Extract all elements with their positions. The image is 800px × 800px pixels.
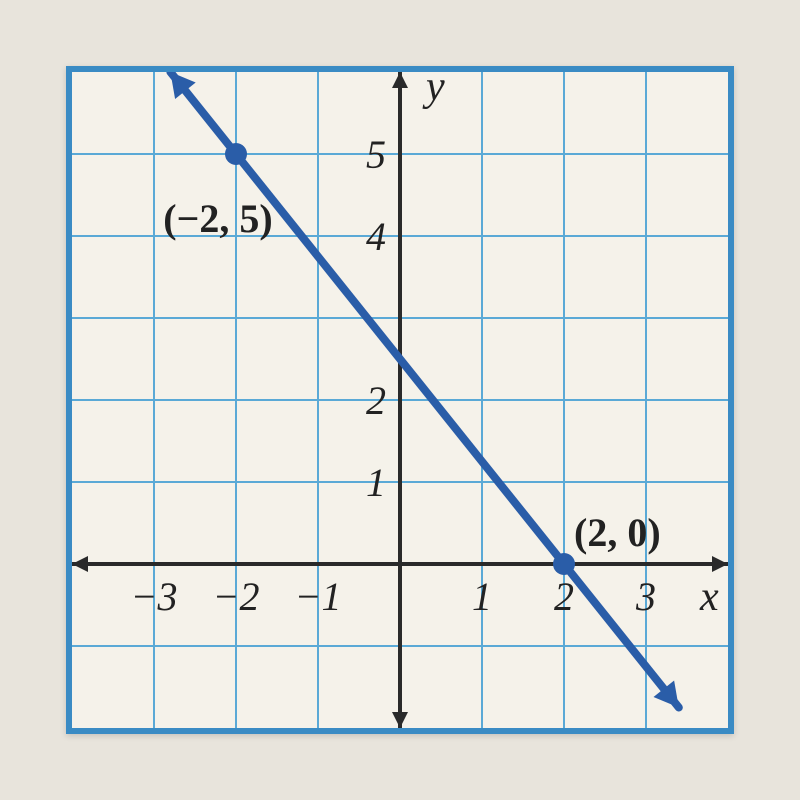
x-tick-label: −1 bbox=[295, 574, 342, 619]
point-label: (2, 0) bbox=[574, 510, 661, 555]
data-point bbox=[553, 553, 575, 575]
y-axis-label: y bbox=[422, 72, 445, 110]
x-tick-label: −2 bbox=[213, 574, 260, 619]
x-axis-label: x bbox=[699, 574, 719, 620]
x-tick-label: −3 bbox=[131, 574, 178, 619]
y-tick-label: 2 bbox=[366, 378, 386, 423]
axis-arrow bbox=[712, 556, 728, 572]
graph-svg: −3 −2 −1 1 2 3 1 2 4 5y x (−2, 5) (2, 0) bbox=[72, 72, 728, 728]
axis-arrow bbox=[392, 712, 408, 728]
y-tick-label: 1 bbox=[366, 460, 386, 505]
coordinate-graph: −3 −2 −1 1 2 3 1 2 4 5y x (−2, 5) (2, 0) bbox=[66, 66, 734, 734]
data-point bbox=[225, 143, 247, 165]
x-tick-label: 1 bbox=[472, 574, 492, 619]
axis-arrow bbox=[72, 556, 88, 572]
y-tick-label: 5 bbox=[366, 132, 386, 177]
axis-arrow bbox=[392, 72, 408, 88]
x-tick-label: 2 bbox=[554, 574, 574, 619]
x-tick-label: 3 bbox=[635, 574, 656, 619]
y-tick-label: 4 bbox=[366, 214, 386, 259]
point-label: (−2, 5) bbox=[163, 196, 272, 241]
